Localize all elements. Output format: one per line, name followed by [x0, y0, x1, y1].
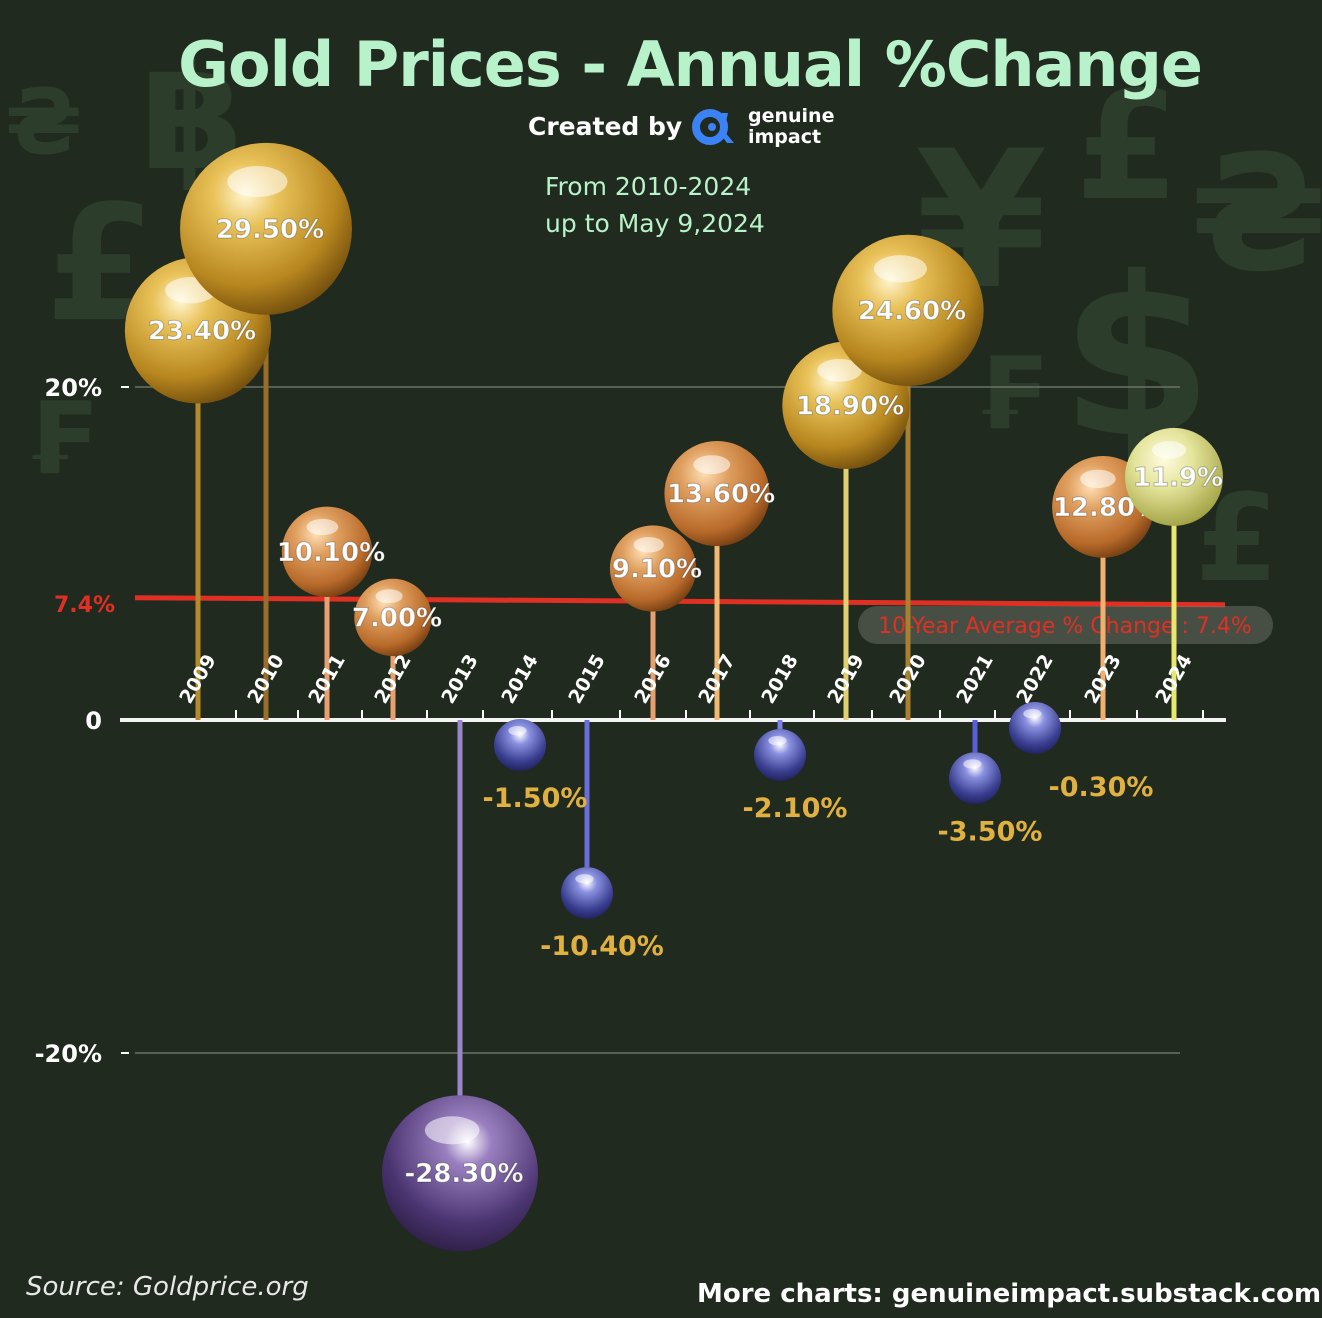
- bubble-2015: [561, 867, 613, 920]
- y-tick-label: 0: [85, 707, 102, 735]
- data-label: -3.50%: [938, 816, 1043, 847]
- bubble-2010: [180, 142, 352, 315]
- currency-symbol-decoration: ₴: [1190, 120, 1322, 307]
- data-label: 9.10%: [612, 554, 702, 584]
- data-label: -0.30%: [1049, 772, 1154, 803]
- bubble-2018: [754, 728, 806, 781]
- bubble-highlight: [693, 455, 731, 475]
- y-tick-label: -20%: [35, 1040, 102, 1068]
- brand-line1: genuine: [748, 105, 835, 127]
- data-label: 24.60%: [858, 296, 966, 326]
- average-label-box: [858, 606, 1273, 644]
- bubble-highlight: [227, 166, 288, 198]
- subtitle: From 2010-2024 up to May 9,2024: [545, 168, 765, 242]
- data-label: 23.40%: [148, 316, 256, 346]
- data-label: 12.80%: [1053, 493, 1161, 523]
- x-tick-label-2010: 2010: [243, 651, 288, 708]
- bubble-highlight: [873, 255, 927, 283]
- bubble-2013: [382, 1095, 538, 1252]
- bubble-2024: [1125, 427, 1223, 526]
- bubble-highlight: [963, 759, 982, 769]
- x-tick-label-2015: 2015: [564, 651, 609, 708]
- average-label: 10-Year Average % Change : 7.4%: [878, 614, 1252, 639]
- bubble-2017: [664, 441, 770, 547]
- x-tick-label-2018: 2018: [757, 651, 802, 708]
- bubble-highlight: [1151, 441, 1187, 459]
- x-tick-label-2021: 2021: [952, 651, 997, 708]
- bubble-2021: [949, 752, 1001, 805]
- bubble-2022: [1009, 702, 1061, 754]
- bubble-highlight: [1080, 469, 1116, 489]
- created-by-label: Created by: [528, 112, 683, 141]
- average-axis-label: 7.4%: [54, 593, 115, 618]
- x-tick-label-2017: 2017: [694, 651, 739, 708]
- brand-line2: impact: [748, 126, 822, 148]
- data-label: 11.9%: [1133, 463, 1223, 493]
- x-tick-label-2009: 2009: [175, 651, 220, 708]
- data-label: -28.30%: [404, 1159, 523, 1189]
- data-label: 13.60%: [667, 480, 775, 510]
- data-label: 10.10%: [277, 538, 385, 568]
- currency-symbol-decoration: ₴: [5, 70, 83, 175]
- currency-symbol-decoration: ₣: [975, 335, 1045, 452]
- bubble-highlight: [575, 874, 594, 884]
- bubble-2014: [494, 718, 546, 771]
- x-tick-label-2023: 2023: [1080, 651, 1125, 708]
- x-tick-label-2022: 2022: [1012, 651, 1057, 708]
- brand-logo[interactable]: genuine impact: [690, 106, 834, 148]
- bubble-2011: [281, 506, 373, 598]
- data-label: 18.90%: [796, 391, 904, 421]
- bubble-highlight: [424, 1116, 480, 1145]
- bubble-highlight: [768, 735, 787, 746]
- chart-title: Gold Prices - Annual %Change: [178, 28, 1203, 101]
- bubble-2020: [832, 234, 984, 387]
- genuine-impact-logo-icon: [692, 109, 734, 145]
- data-label: 7.00%: [352, 603, 442, 633]
- data-label: -10.40%: [540, 931, 664, 962]
- currency-symbol-decoration: £: [1075, 60, 1180, 234]
- bubble-highlight: [508, 725, 527, 736]
- x-tick-label-2016: 2016: [630, 651, 675, 708]
- bubble-highlight: [633, 537, 664, 553]
- subtitle-line1: From 2010-2024: [545, 172, 752, 201]
- x-tick-label-2019: 2019: [823, 651, 868, 708]
- x-tick-label-2014: 2014: [497, 651, 542, 708]
- x-tick-label-2011: 2011: [304, 651, 349, 708]
- y-tick-label: 20%: [45, 374, 102, 402]
- more-charts-link[interactable]: More charts: genuineimpact.substack.com: [697, 1279, 1322, 1309]
- data-label: -2.10%: [743, 793, 848, 824]
- source-note: Source: Goldprice.org: [26, 1272, 309, 1302]
- bubble-highlight: [375, 589, 403, 604]
- data-label: -1.50%: [483, 783, 588, 814]
- bubble-2012: [354, 578, 432, 657]
- currency-symbol-decoration: ₣: [25, 380, 95, 497]
- bubble-highlight: [817, 358, 862, 382]
- x-tick-label-2024: 2024: [1151, 651, 1196, 708]
- x-tick-label-2013: 2013: [437, 651, 482, 708]
- data-label: 29.50%: [216, 215, 324, 245]
- x-tick-label-2012: 2012: [370, 651, 415, 708]
- subtitle-line2: up to May 9,2024: [545, 209, 765, 238]
- bubble-highlight: [1023, 709, 1042, 719]
- bubble-highlight: [306, 518, 339, 536]
- x-tick-label-2020: 2020: [885, 651, 930, 708]
- bubble-2016: [609, 525, 697, 612]
